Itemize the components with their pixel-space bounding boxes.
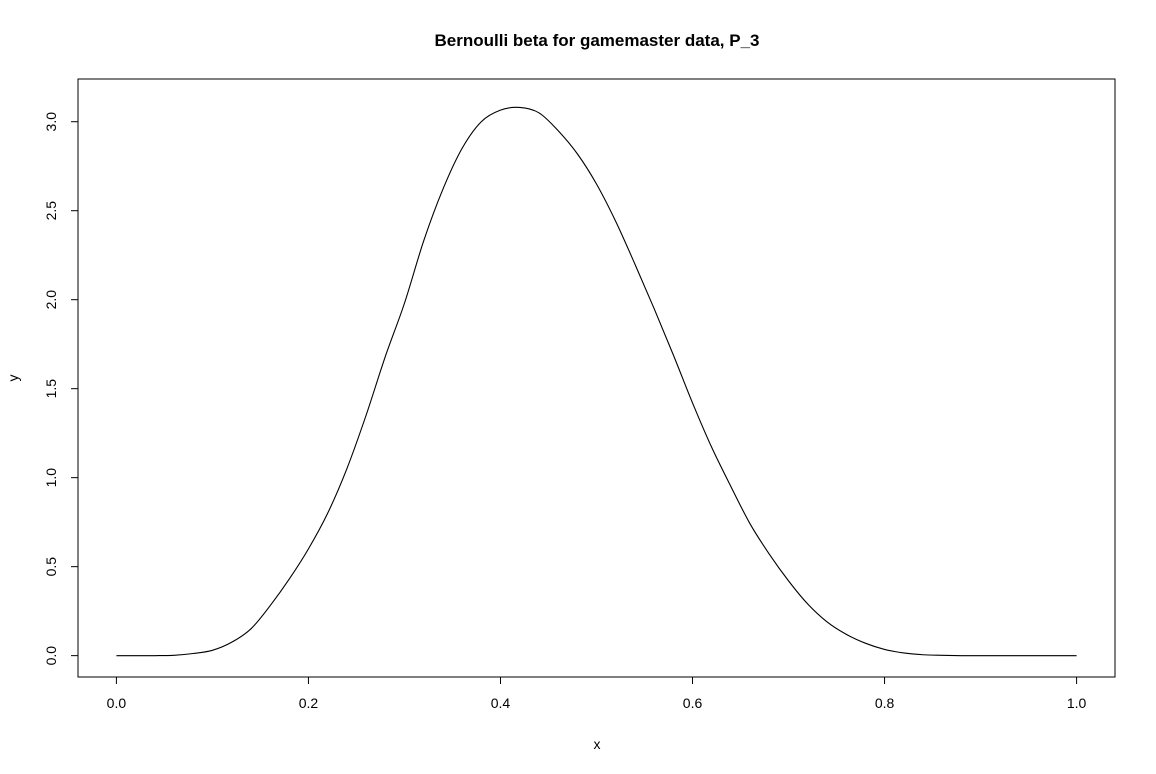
y-tick-label: 3.0 xyxy=(43,112,59,132)
y-axis: 0.0 0.5 1.0 1.5 2.0 2.5 3.0 xyxy=(43,112,79,666)
y-tick-label: 0.0 xyxy=(43,646,59,666)
y-tick-label: 2.5 xyxy=(43,201,59,221)
y-axis-label: y xyxy=(5,375,21,382)
x-tick-label: 0.4 xyxy=(491,695,511,711)
x-tick-label: 0.0 xyxy=(107,695,127,711)
x-tick-label: 1.0 xyxy=(1067,695,1087,711)
x-tick-label: 0.2 xyxy=(299,695,319,711)
y-tick-label: 0.5 xyxy=(43,557,59,577)
plot-frame xyxy=(77,78,1116,678)
y-tick-label: 1.0 xyxy=(43,468,59,488)
x-tick-label: 0.8 xyxy=(875,695,895,711)
series-line xyxy=(116,106,1077,657)
chart-title: Bernoulli beta for gamemaster data, P_3 xyxy=(435,31,760,50)
y-tick-label: 2.0 xyxy=(43,290,59,310)
x-axis-label: x xyxy=(594,736,601,752)
y-tick-label: 1.5 xyxy=(43,379,59,399)
x-tick-label: 0.6 xyxy=(683,695,703,711)
x-axis: 0.0 0.2 0.4 0.6 0.8 1.0 xyxy=(107,676,1087,711)
